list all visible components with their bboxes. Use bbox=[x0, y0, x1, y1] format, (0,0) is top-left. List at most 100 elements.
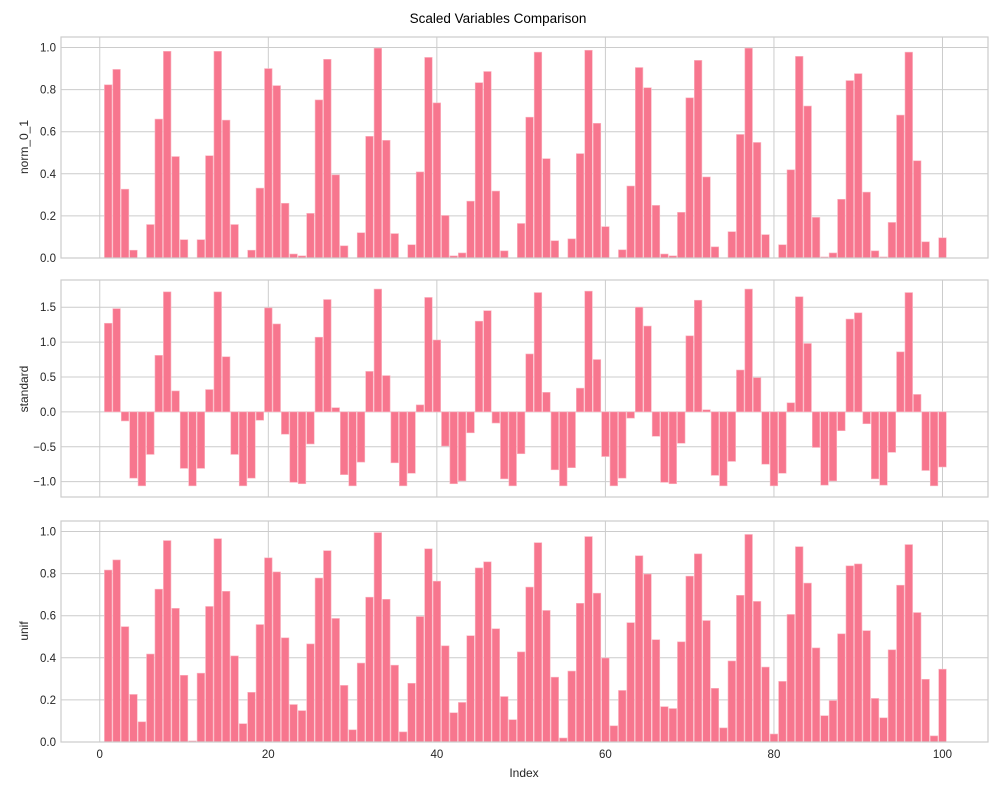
bar bbox=[820, 411, 829, 486]
bar bbox=[146, 411, 155, 455]
bar bbox=[592, 592, 602, 743]
bar bbox=[365, 371, 374, 413]
bar bbox=[415, 404, 425, 413]
bar bbox=[609, 411, 618, 487]
bar bbox=[458, 411, 467, 482]
bar bbox=[247, 249, 256, 259]
standard-frame bbox=[60, 279, 989, 498]
bar bbox=[828, 700, 838, 743]
bar bbox=[702, 176, 711, 259]
bar bbox=[491, 628, 500, 743]
bar bbox=[635, 306, 644, 413]
bar bbox=[828, 411, 838, 482]
bar bbox=[854, 73, 863, 259]
bar bbox=[415, 171, 425, 259]
bar bbox=[626, 185, 635, 259]
bar bbox=[297, 411, 307, 485]
y-tick-label: 1.0 bbox=[40, 527, 56, 539]
y-tick-label: 0.2 bbox=[40, 211, 56, 223]
bar bbox=[247, 692, 256, 743]
bar bbox=[205, 389, 214, 413]
bar bbox=[399, 731, 408, 743]
bar bbox=[356, 232, 366, 259]
standard-bars bbox=[104, 288, 947, 487]
bar bbox=[483, 561, 492, 743]
bar bbox=[694, 60, 703, 259]
bar bbox=[356, 411, 366, 463]
bar bbox=[264, 307, 273, 413]
bar bbox=[795, 56, 804, 259]
y-tick-label: 0.0 bbox=[40, 407, 56, 419]
bar bbox=[348, 411, 357, 487]
bar bbox=[331, 407, 340, 413]
bar bbox=[828, 252, 838, 259]
bar bbox=[154, 588, 163, 743]
bar bbox=[474, 320, 484, 413]
bar bbox=[601, 657, 610, 743]
bar bbox=[837, 633, 846, 743]
bar bbox=[255, 411, 264, 421]
bar bbox=[424, 297, 433, 413]
bar bbox=[694, 299, 703, 413]
bar bbox=[432, 102, 441, 259]
bar bbox=[660, 706, 669, 743]
bar bbox=[491, 411, 500, 424]
standard-yticks: −1.0 −0.5 0.0 0.5 1.0 1.5 bbox=[33, 302, 56, 488]
bar bbox=[896, 584, 905, 743]
bar bbox=[677, 411, 686, 444]
bar bbox=[137, 411, 146, 487]
bar bbox=[129, 694, 138, 743]
bar bbox=[913, 160, 922, 259]
bar bbox=[719, 727, 728, 743]
bar bbox=[845, 80, 854, 259]
bar bbox=[753, 601, 762, 743]
bar bbox=[719, 411, 728, 487]
bar bbox=[205, 606, 214, 743]
bar bbox=[938, 411, 947, 468]
bar bbox=[542, 158, 551, 259]
bar bbox=[727, 411, 736, 462]
y-tick-label: 0.2 bbox=[40, 695, 56, 707]
bar bbox=[904, 544, 913, 743]
bar bbox=[314, 336, 323, 413]
bar bbox=[306, 411, 315, 445]
bar bbox=[314, 99, 323, 259]
bar bbox=[576, 153, 585, 259]
bar bbox=[104, 569, 113, 743]
x-tick-label: 60 bbox=[599, 749, 612, 761]
bar bbox=[264, 68, 273, 259]
bar bbox=[213, 51, 222, 259]
unif-bars bbox=[104, 532, 947, 743]
unif-frame bbox=[60, 520, 989, 743]
bar bbox=[340, 411, 349, 475]
bar bbox=[761, 666, 770, 743]
bar bbox=[238, 723, 248, 743]
bar bbox=[415, 616, 425, 743]
bar bbox=[230, 411, 239, 455]
bar bbox=[921, 241, 930, 259]
bar bbox=[643, 325, 652, 413]
bar bbox=[222, 356, 231, 413]
bar bbox=[559, 411, 568, 487]
bar bbox=[272, 323, 281, 413]
bar bbox=[331, 618, 340, 743]
bar bbox=[112, 308, 121, 413]
bar bbox=[483, 71, 492, 259]
bar bbox=[727, 231, 736, 259]
bar bbox=[837, 198, 846, 259]
bar bbox=[618, 411, 627, 479]
bar bbox=[449, 411, 458, 485]
bar bbox=[525, 586, 534, 743]
bar bbox=[584, 536, 593, 743]
bar bbox=[163, 51, 172, 259]
bar bbox=[803, 105, 812, 259]
bar bbox=[474, 82, 484, 259]
bar bbox=[196, 411, 205, 469]
bar bbox=[390, 233, 399, 259]
y-tick-label: 0.6 bbox=[40, 611, 56, 623]
bar bbox=[643, 573, 652, 743]
bar bbox=[651, 205, 661, 259]
bar bbox=[778, 411, 787, 474]
bar bbox=[769, 733, 779, 743]
bar bbox=[112, 559, 121, 743]
